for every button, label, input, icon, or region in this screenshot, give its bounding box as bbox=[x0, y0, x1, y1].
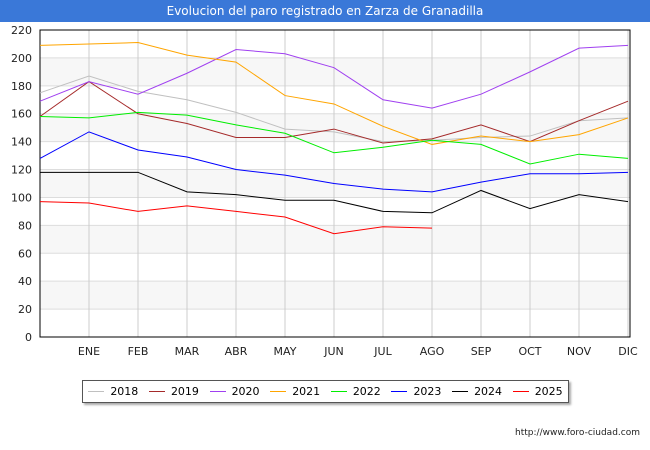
series-line-2025 bbox=[39, 201, 433, 235]
legend-item-2018: 2018 bbox=[88, 385, 138, 398]
legend-label: 2023 bbox=[413, 385, 442, 398]
legend-swatch bbox=[209, 391, 226, 392]
legend-label: 2018 bbox=[110, 385, 139, 398]
legend-item-2022: 2022 bbox=[330, 385, 381, 398]
x-tick-label: JUL bbox=[373, 345, 392, 358]
x-tick-label: MAR bbox=[175, 345, 200, 358]
x-tick-label: ABR bbox=[225, 345, 248, 358]
plot-border bbox=[39, 29, 631, 338]
x-tick-label: AGO bbox=[420, 345, 445, 358]
x-tick-label: MAY bbox=[274, 345, 297, 358]
y-tick-label: 20 bbox=[18, 303, 32, 316]
legend-item-2023: 2023 bbox=[391, 385, 441, 398]
y-tick-label: 140 bbox=[11, 136, 32, 149]
x-tick-label: JUN bbox=[323, 345, 344, 358]
y-tick-label: 40 bbox=[18, 275, 32, 288]
series-line-2022 bbox=[39, 111, 629, 165]
legend-swatch bbox=[148, 391, 165, 392]
legend-label: 2021 bbox=[292, 385, 321, 398]
series-line-2021 bbox=[39, 42, 629, 145]
chart-title: Evolucion del paro registrado en Zarza d… bbox=[0, 0, 650, 22]
x-tick-label: ENE bbox=[78, 345, 100, 358]
y-tick-label: 160 bbox=[11, 108, 32, 121]
y-tick-label: 120 bbox=[11, 164, 32, 177]
y-tick-label: 220 bbox=[11, 24, 32, 37]
legend-item-2020: 2020 bbox=[209, 385, 260, 398]
legend-item-2021: 2021 bbox=[270, 385, 320, 398]
grid-band bbox=[40, 57, 630, 86]
y-tick-label: 100 bbox=[11, 191, 32, 204]
y-tick-label: 80 bbox=[18, 219, 32, 232]
legend-item-2025: 2025 bbox=[512, 385, 563, 398]
legend-item-2019: 2019 bbox=[148, 385, 199, 398]
legend-swatch bbox=[270, 391, 287, 392]
legend-label: 2025 bbox=[534, 385, 563, 398]
legend-swatch bbox=[452, 391, 469, 392]
series-line-2024 bbox=[40, 171, 629, 214]
source-url[interactable]: http://www.foro-ciudad.com bbox=[515, 428, 640, 438]
legend-swatch bbox=[512, 391, 529, 392]
x-tick-label: FEB bbox=[128, 345, 149, 358]
y-tick-label: 200 bbox=[11, 52, 32, 65]
series-line-2018 bbox=[39, 75, 629, 143]
legend-label: 2024 bbox=[474, 385, 503, 398]
legend-label: 2020 bbox=[231, 385, 260, 398]
legend-label: 2022 bbox=[352, 385, 381, 398]
grid-band bbox=[40, 281, 630, 310]
legend-swatch bbox=[330, 391, 347, 392]
series-line-2023 bbox=[39, 131, 629, 193]
x-tick-label: NOV bbox=[567, 345, 592, 358]
x-tick-label: SEP bbox=[471, 345, 492, 358]
y-tick-label: 180 bbox=[11, 80, 32, 93]
grid-band bbox=[40, 113, 630, 142]
x-tick-label: OCT bbox=[518, 345, 541, 358]
y-tick-label: 0 bbox=[25, 331, 32, 344]
y-tick-label: 60 bbox=[18, 247, 32, 260]
series-line-2020 bbox=[39, 44, 629, 109]
legend-swatch bbox=[88, 391, 105, 392]
x-tick-label: DIC bbox=[618, 345, 638, 358]
legend: 2018 2019 2020 2021 2022 2023 2024 2025 bbox=[82, 380, 569, 403]
legend-item-2024: 2024 bbox=[452, 385, 502, 398]
legend-swatch bbox=[391, 391, 408, 392]
legend-label: 2019 bbox=[170, 385, 199, 398]
grid-band bbox=[40, 225, 630, 254]
